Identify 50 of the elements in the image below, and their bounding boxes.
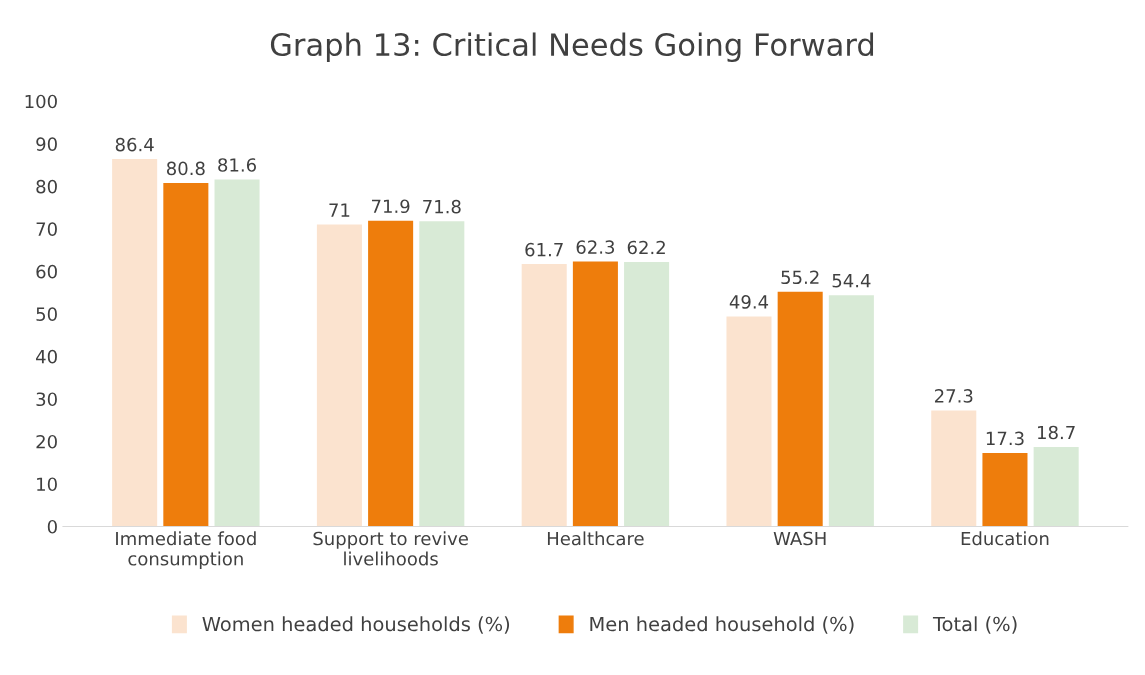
bar xyxy=(572,261,618,527)
y-tick-label: 70 xyxy=(36,222,57,236)
bar xyxy=(214,179,260,527)
data-label: 62.2 xyxy=(627,240,665,255)
data-label: 71 xyxy=(329,203,350,217)
data-label: 86.4 xyxy=(115,137,154,152)
x-tick-label: Support to revive livelihoods xyxy=(313,531,468,566)
data-label: 62.3 xyxy=(576,240,615,254)
bar xyxy=(368,220,414,527)
bar xyxy=(828,295,874,527)
y-tick-label: 30 xyxy=(36,392,57,407)
y-tick-label: 0 xyxy=(47,519,57,534)
data-label: 71.9 xyxy=(372,199,410,214)
data-label: 54.4 xyxy=(832,274,871,288)
y-tick-label: 20 xyxy=(36,434,57,449)
bar xyxy=(419,221,465,527)
y-tick-label: 80 xyxy=(36,179,57,194)
data-label: 61.7 xyxy=(525,242,563,257)
bar xyxy=(163,182,209,527)
legend-label: Women headed households (%) xyxy=(202,616,510,634)
y-tick-label: 40 xyxy=(36,349,57,364)
bar xyxy=(1033,446,1079,527)
y-tick-label: 50 xyxy=(36,307,57,321)
x-tick-label: Immediate food consumption xyxy=(116,531,256,570)
bar xyxy=(777,291,823,527)
x-tick-label: Education xyxy=(961,531,1049,546)
data-label: 17.3 xyxy=(986,431,1024,446)
data-label: 49.4 xyxy=(729,295,769,309)
data-label: 18.7 xyxy=(1038,425,1075,440)
y-tick-label: 100 xyxy=(25,94,57,109)
bar xyxy=(521,264,567,527)
data-label: 55.2 xyxy=(781,270,819,285)
data-label: 71.8 xyxy=(423,199,461,214)
bar xyxy=(931,410,977,527)
y-tick-label: 90 xyxy=(36,137,57,151)
y-tick-label: 60 xyxy=(36,264,57,279)
bar xyxy=(316,224,362,527)
bar xyxy=(982,452,1028,527)
x-tick-label: Healthcare xyxy=(547,531,644,546)
bar xyxy=(726,316,772,527)
x-tick-label: WASH xyxy=(773,531,826,546)
legend-label: Men headed household (%) xyxy=(590,616,854,634)
bar xyxy=(112,159,158,527)
bar xyxy=(624,261,670,527)
y-tick-label: 10 xyxy=(37,477,57,492)
data-label: 80.8 xyxy=(166,161,205,176)
chart-title: Graph 13: Critical Needs Going Forward xyxy=(270,32,874,63)
legend-label: Total (%) xyxy=(932,616,1017,634)
data-label: 27.3 xyxy=(934,389,973,403)
data-label: 81.6 xyxy=(218,158,256,172)
